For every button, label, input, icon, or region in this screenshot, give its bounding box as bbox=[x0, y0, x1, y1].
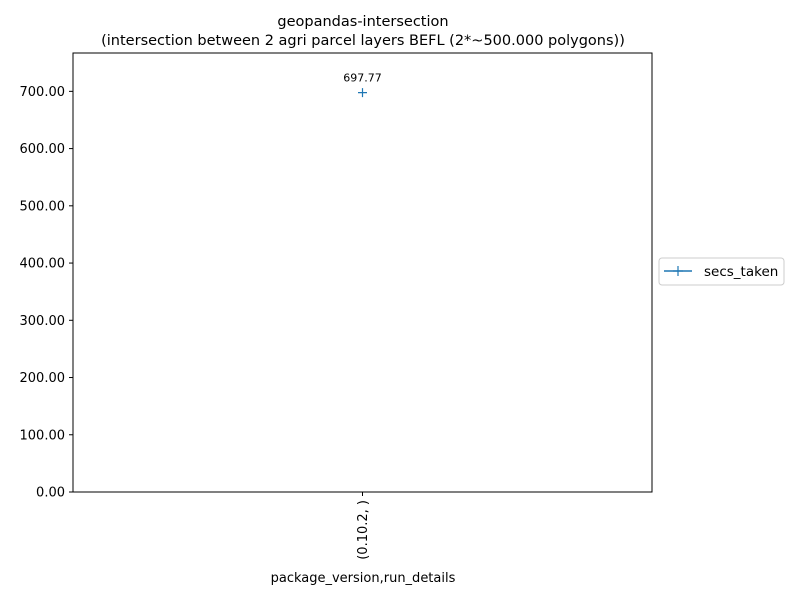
y-tick-label: 200.00 bbox=[20, 371, 66, 386]
y-tick-label: 300.00 bbox=[20, 314, 66, 329]
y-axis: 0.00 100.00 200.00 300.00 400.00 500.00 600.00… bbox=[20, 85, 73, 501]
data-label: 697.77 bbox=[343, 72, 382, 85]
x-axis: (0.10.2, ) bbox=[356, 492, 371, 560]
y-tick-label: 0.00 bbox=[36, 486, 65, 501]
legend: secs_taken bbox=[658, 257, 785, 286]
legend-label: secs_taken bbox=[704, 264, 778, 280]
plot-area bbox=[72, 52, 653, 493]
chart-title: geopandas-intersection bbox=[277, 14, 448, 30]
y-tick-label: 600.00 bbox=[20, 142, 66, 157]
data-point bbox=[358, 88, 367, 98]
y-tick-label: 400.00 bbox=[20, 257, 66, 272]
chart-subtitle: (intersection between 2 agri parcel laye… bbox=[101, 33, 625, 49]
x-tick-label: (0.10.2, ) bbox=[356, 500, 371, 560]
x-axis-label: package_version,run_details bbox=[271, 571, 456, 586]
y-tick-label: 700.00 bbox=[20, 85, 66, 100]
y-tick-label: 100.00 bbox=[20, 428, 66, 443]
series-layer: 697.77 bbox=[343, 72, 382, 98]
legend-box bbox=[658, 257, 785, 286]
legend-marker bbox=[673, 266, 683, 276]
y-tick-label: 500.00 bbox=[20, 199, 66, 214]
